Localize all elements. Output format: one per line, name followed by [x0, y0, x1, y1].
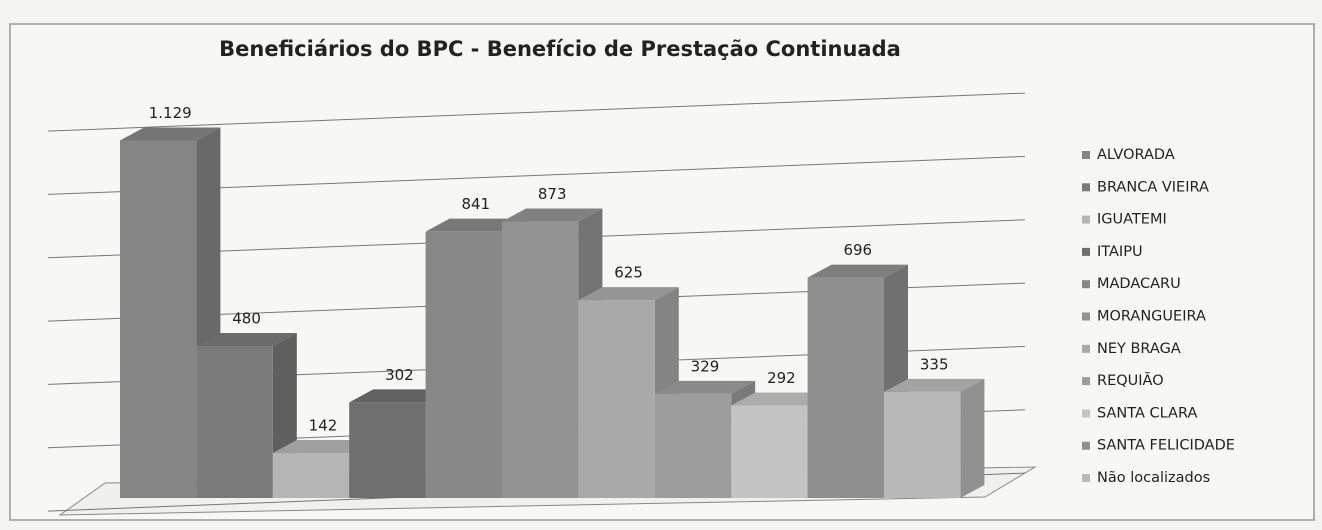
legend-swatch: [1082, 183, 1090, 192]
value-label: 335: [920, 355, 949, 373]
legend-label: MADACARU: [1097, 276, 1181, 292]
legend-swatch: [1082, 377, 1090, 386]
chart-title: Beneficiários do BPC - Benefício de Pres…: [219, 37, 901, 61]
bar-top: [272, 440, 374, 454]
bar-front: [807, 277, 884, 498]
bar-front: [272, 453, 350, 498]
bar-front: [120, 140, 197, 498]
legend-label: NEY BRAGA: [1097, 341, 1181, 357]
bar-top: [807, 264, 908, 278]
bar-front: [502, 221, 579, 499]
bar-top: [502, 208, 603, 222]
bar-front: [654, 393, 732, 498]
legend-label: ALVORADA: [1097, 147, 1175, 163]
legend-swatch: [1082, 312, 1090, 321]
bar-side: [960, 378, 985, 498]
bar-top: [578, 287, 679, 301]
legend-swatch: [1082, 474, 1090, 482]
bar-front: [578, 300, 655, 498]
legend-swatch: [1082, 441, 1090, 450]
bar-front: [731, 405, 808, 498]
value-label: 329: [691, 357, 720, 375]
value-label: 696: [843, 241, 872, 259]
legend-label: ITAIPU: [1097, 244, 1143, 260]
legend-swatch: [1082, 247, 1090, 256]
bar-top: [425, 218, 526, 232]
value-label: 1.129: [149, 104, 192, 122]
legend-label: MORANGUEIRA: [1097, 309, 1206, 325]
bar-top: [731, 392, 832, 406]
value-label: 625: [614, 264, 643, 282]
value-label: 292: [767, 369, 796, 387]
bar-front: [349, 402, 426, 498]
bar-top: [196, 333, 297, 346]
bar: [884, 378, 985, 498]
value-label: 873: [538, 185, 567, 203]
legend-swatch: [1082, 215, 1090, 224]
grid-line: [47, 92, 1026, 132]
value-label: 841: [461, 195, 490, 213]
bar-top: [120, 127, 221, 141]
legend-label: Não localizados: [1097, 470, 1210, 486]
value-label: 142: [309, 417, 338, 435]
bar-front: [196, 346, 273, 498]
legend-swatch: [1082, 151, 1090, 159]
legend-label: SANTA FELICIDADE: [1097, 438, 1235, 454]
bar-top: [884, 378, 985, 392]
bar: [578, 287, 679, 498]
bar-top: [349, 389, 450, 403]
value-label: 302: [385, 366, 414, 384]
value-label: 480: [232, 310, 261, 328]
bar-front: [425, 231, 502, 498]
legend-label: IGUATEMI: [1097, 212, 1167, 228]
bar: [196, 333, 297, 498]
legend-label: SANTA CLARA: [1097, 405, 1197, 421]
legend-swatch: [1082, 280, 1090, 289]
legend-swatch: [1082, 344, 1090, 353]
bar-top: [654, 380, 756, 394]
bar-front: [884, 391, 961, 498]
legend-label: REQUIÃO: [1097, 372, 1164, 389]
legend-label: BRANCA VIEIRA: [1097, 179, 1209, 195]
legend-swatch: [1082, 409, 1090, 418]
